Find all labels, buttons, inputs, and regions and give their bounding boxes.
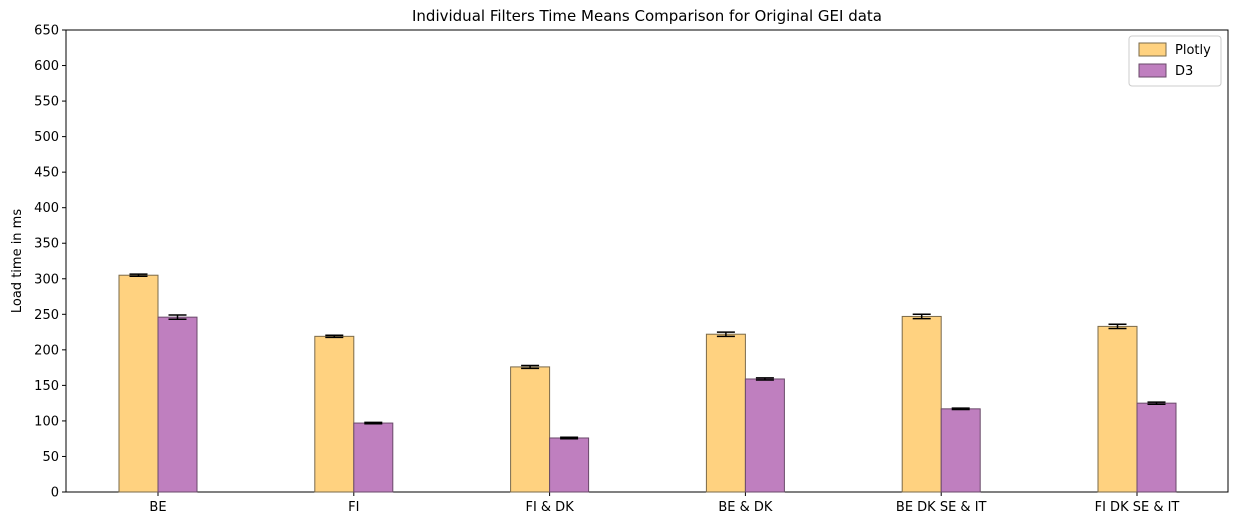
legend-label-plotly: Plotly bbox=[1175, 43, 1211, 58]
legend-swatch-d3 bbox=[1138, 63, 1167, 78]
legend: Plotly D3 bbox=[1128, 35, 1222, 87]
plot-frame bbox=[65, 29, 1229, 493]
y-tick-label: 50 bbox=[42, 450, 59, 465]
x-tick-label: BE DK SE & IT bbox=[896, 500, 987, 515]
bar-plotly-2 bbox=[510, 366, 551, 493]
legend-swatch-plotly bbox=[1138, 42, 1167, 57]
x-tick-label: FI & DK bbox=[525, 500, 574, 515]
y-tick-label: 150 bbox=[34, 379, 59, 394]
plot-area: 0 50 100 150 200 250 300 350 400 450 500 550 600 650 B… bbox=[34, 24, 1229, 515]
bar-d3-0 bbox=[157, 316, 198, 493]
y-tick-label: 0 bbox=[51, 486, 59, 501]
bar-plotly-0 bbox=[118, 274, 159, 493]
y-axis-label: Load time in ms bbox=[10, 209, 25, 313]
x-tick-label: BE bbox=[149, 500, 166, 515]
bar-d3-5 bbox=[1136, 402, 1177, 493]
bar-d3-3 bbox=[744, 378, 785, 493]
bar-d3-2 bbox=[549, 437, 590, 493]
x-tick-label: FI DK SE & IT bbox=[1095, 500, 1180, 515]
y-tick-label: 350 bbox=[34, 237, 59, 252]
bar-plotly-1 bbox=[314, 335, 355, 493]
bar-d3-1 bbox=[353, 422, 394, 493]
y-tick-label: 100 bbox=[34, 414, 59, 429]
x-tick-label: FI bbox=[348, 500, 359, 515]
y-tick-label: 500 bbox=[34, 130, 59, 145]
y-tick-label: 250 bbox=[34, 308, 59, 323]
y-tick-label: 450 bbox=[34, 166, 59, 181]
y-tick-label: 600 bbox=[34, 59, 59, 74]
y-tick-label: 650 bbox=[34, 24, 59, 39]
y-tick-label: 300 bbox=[34, 272, 59, 287]
bar-plotly-5 bbox=[1097, 325, 1138, 493]
y-tick-label: 400 bbox=[34, 201, 59, 216]
y-tick-label: 200 bbox=[34, 343, 59, 358]
bar-plotly-4 bbox=[901, 315, 942, 493]
legend-label-d3: D3 bbox=[1175, 64, 1193, 79]
y-tick-label: 550 bbox=[34, 95, 59, 110]
chart-title: Individual Filters Time Means Comparison… bbox=[412, 7, 882, 25]
bar-plotly-3 bbox=[705, 333, 746, 493]
x-tick-label: BE & DK bbox=[718, 500, 773, 515]
bar-d3-4 bbox=[940, 408, 981, 493]
